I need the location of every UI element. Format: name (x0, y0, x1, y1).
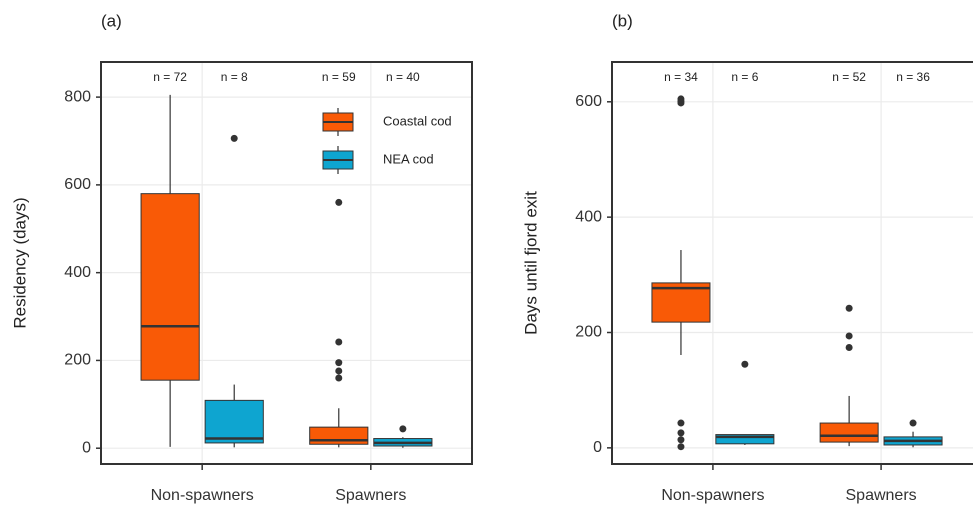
outlier (335, 367, 343, 375)
plot-border (100, 61, 473, 465)
box (140, 193, 200, 381)
panel-label: (a) (101, 11, 122, 30)
y-tick-label: 0 (593, 439, 602, 456)
outlier (845, 343, 853, 351)
outlier (677, 436, 685, 444)
plot-border (611, 61, 973, 465)
sample-size: n = 34 (664, 70, 698, 84)
outlier (230, 134, 238, 142)
sample-size: n = 8 (221, 70, 248, 84)
box (651, 282, 711, 323)
x-tick-label: Non-spawners (151, 487, 254, 504)
box (309, 426, 369, 445)
sample-size: n = 36 (896, 70, 930, 84)
y-tick-label: 0 (82, 439, 91, 456)
y-tick-label: 200 (64, 352, 91, 369)
outlier (741, 360, 749, 368)
box (204, 399, 264, 444)
outlier (845, 332, 853, 340)
outlier (845, 304, 853, 312)
y-axis-title: Residency (days) (10, 197, 29, 328)
outlier (335, 359, 343, 367)
outlier (677, 99, 685, 107)
box (819, 422, 879, 443)
box (715, 434, 775, 445)
y-tick-label: 400 (575, 208, 602, 225)
sample-size: n = 40 (386, 70, 420, 84)
sample-size: n = 6 (731, 70, 758, 84)
y-tick-label: 200 (575, 324, 602, 341)
legend-label: Coastal cod (383, 113, 452, 128)
outlier (677, 429, 685, 437)
outlier (677, 419, 685, 427)
sample-size: n = 59 (322, 70, 356, 84)
outlier (335, 338, 343, 346)
x-tick-label: Non-spawners (661, 487, 764, 504)
outlier (335, 374, 343, 382)
outlier (335, 198, 343, 206)
y-tick-label: 800 (64, 88, 91, 105)
x-tick-label: Spawners (846, 487, 917, 504)
outlier (399, 425, 407, 433)
y-tick-label: 600 (575, 93, 602, 110)
x-tick-label: Spawners (335, 487, 406, 504)
legend-label: NEA cod (383, 151, 434, 166)
panel-label: (b) (612, 11, 633, 30)
y-tick-label: 400 (64, 264, 91, 281)
y-tick-label: 600 (64, 176, 91, 193)
sample-size: n = 52 (832, 70, 866, 84)
sample-size: n = 72 (153, 70, 187, 84)
y-axis-title: Days until fjord exit (521, 191, 540, 335)
outlier (677, 443, 685, 451)
outlier (909, 419, 917, 427)
